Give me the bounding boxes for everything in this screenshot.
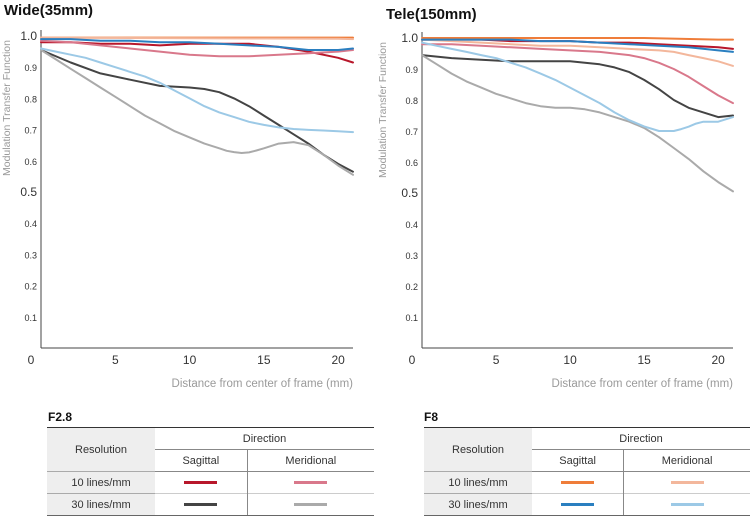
y-tick-label: 0.1 bbox=[24, 313, 37, 323]
meridional-header: Meridional bbox=[623, 449, 750, 472]
y-tick-label: 0.4 bbox=[24, 219, 37, 229]
series-line bbox=[421, 37, 734, 41]
resolution-header: Resolution bbox=[424, 427, 532, 472]
y-tick-label: 1.0 bbox=[401, 31, 418, 45]
meridional-header: Meridional bbox=[246, 449, 374, 472]
resolution-row-label: 30 lines/mm bbox=[47, 493, 155, 516]
legend-table-f28: Resolution Direction Sagittal Meridional… bbox=[47, 427, 374, 516]
resolution-row-label: 10 lines/mm bbox=[47, 471, 155, 494]
line-swatch bbox=[184, 503, 218, 506]
legend-cell bbox=[246, 471, 374, 494]
x-tick-label: 20 bbox=[331, 353, 345, 367]
y-tick-label: 0.4 bbox=[405, 220, 418, 230]
line-swatch bbox=[670, 481, 704, 484]
y-tick-label: 0.7 bbox=[24, 126, 37, 136]
y-tick-label: 0.2 bbox=[405, 282, 418, 292]
chart-title-tele: Tele(150mm) bbox=[386, 6, 477, 23]
series-line bbox=[40, 36, 354, 41]
series-line bbox=[421, 54, 734, 193]
x-tick-label: 5 bbox=[112, 353, 119, 367]
series-line bbox=[40, 39, 354, 58]
legend-cell bbox=[623, 471, 750, 494]
direction-header: Direction bbox=[532, 427, 750, 450]
y-tick-label: 0.6 bbox=[405, 158, 418, 168]
y-tick-label: 1.0 bbox=[20, 29, 37, 43]
resolution-header: Resolution bbox=[47, 427, 155, 472]
y-axis-label: Modulation Transfer Function bbox=[1, 40, 13, 176]
y-tick-label: 0.5 bbox=[20, 185, 37, 199]
line-swatch bbox=[561, 503, 595, 506]
line-swatch bbox=[184, 481, 218, 484]
y-tick-label: 0.8 bbox=[24, 94, 37, 104]
line-swatch bbox=[294, 481, 328, 484]
series-line bbox=[40, 49, 354, 173]
x-tick-label: 10 bbox=[563, 353, 577, 367]
mtf-chart-wide: 1.0 0.9 0.8 0.7 0.6 0.5 0.4 0.3 0.2 0.1 0 5 10 15 20 Di… bbox=[1, 29, 354, 390]
mtf-chart-tele: 1.0 0.9 0.8 0.7 0.6 0.5 0.4 0.3 0.2 0.1 0 5 10 15 20 Di… bbox=[377, 31, 734, 390]
x-tick-label: 5 bbox=[493, 353, 500, 367]
line-swatch bbox=[670, 503, 704, 506]
x-tick-label: 0 bbox=[409, 353, 416, 367]
y-tick-label: 0.3 bbox=[24, 250, 37, 260]
chart-title-wide: Wide(35mm) bbox=[4, 2, 94, 19]
sagittal-header: Sagittal bbox=[155, 449, 248, 472]
legend-cell bbox=[155, 493, 248, 516]
y-tick-label: 0.2 bbox=[24, 282, 37, 292]
resolution-row-label: 30 lines/mm bbox=[424, 493, 532, 516]
series-line bbox=[421, 43, 734, 105]
sagittal-header: Sagittal bbox=[532, 449, 624, 472]
legend-heading-f8: F8 bbox=[424, 410, 439, 424]
legend-cell bbox=[155, 471, 248, 494]
y-axis-label: Modulation Transfer Function bbox=[377, 42, 389, 178]
y-tick-label: 0.9 bbox=[24, 63, 37, 73]
x-tick-label: 0 bbox=[28, 353, 35, 367]
y-tick-label: 0.9 bbox=[405, 65, 418, 75]
series-line bbox=[421, 54, 734, 119]
series-line bbox=[40, 47, 354, 134]
y-tick-label: 0.8 bbox=[405, 96, 418, 106]
y-tick-label: 0.5 bbox=[401, 186, 418, 200]
legend-heading-f28: F2.8 bbox=[48, 410, 73, 424]
x-axis-label: Distance from center of frame (mm) bbox=[172, 378, 354, 390]
direction-header: Direction bbox=[155, 427, 374, 450]
legend-cell bbox=[246, 493, 374, 516]
x-axis-label: Distance from center of frame (mm) bbox=[552, 378, 734, 390]
line-swatch bbox=[561, 481, 595, 484]
legend-cell bbox=[532, 493, 624, 516]
line-swatch bbox=[294, 503, 328, 506]
y-tick-label: 0.3 bbox=[405, 251, 418, 261]
series-line bbox=[421, 38, 734, 67]
series-line bbox=[40, 38, 354, 51]
y-tick-label: 0.6 bbox=[24, 157, 37, 167]
x-tick-label: 10 bbox=[183, 353, 197, 367]
x-tick-label: 15 bbox=[257, 353, 271, 367]
legend-cell bbox=[532, 471, 624, 494]
x-tick-label: 20 bbox=[712, 353, 726, 367]
resolution-row-label: 10 lines/mm bbox=[424, 471, 532, 494]
x-tick-label: 15 bbox=[637, 353, 651, 367]
series-line bbox=[421, 38, 734, 53]
legend-table-f8: Resolution Direction Sagittal Meridional… bbox=[424, 427, 750, 516]
y-tick-label: 0.1 bbox=[405, 313, 418, 323]
y-tick-label: 0.7 bbox=[405, 127, 418, 137]
series-line bbox=[421, 41, 734, 132]
series-line bbox=[40, 49, 354, 176]
legend-cell bbox=[623, 493, 750, 516]
